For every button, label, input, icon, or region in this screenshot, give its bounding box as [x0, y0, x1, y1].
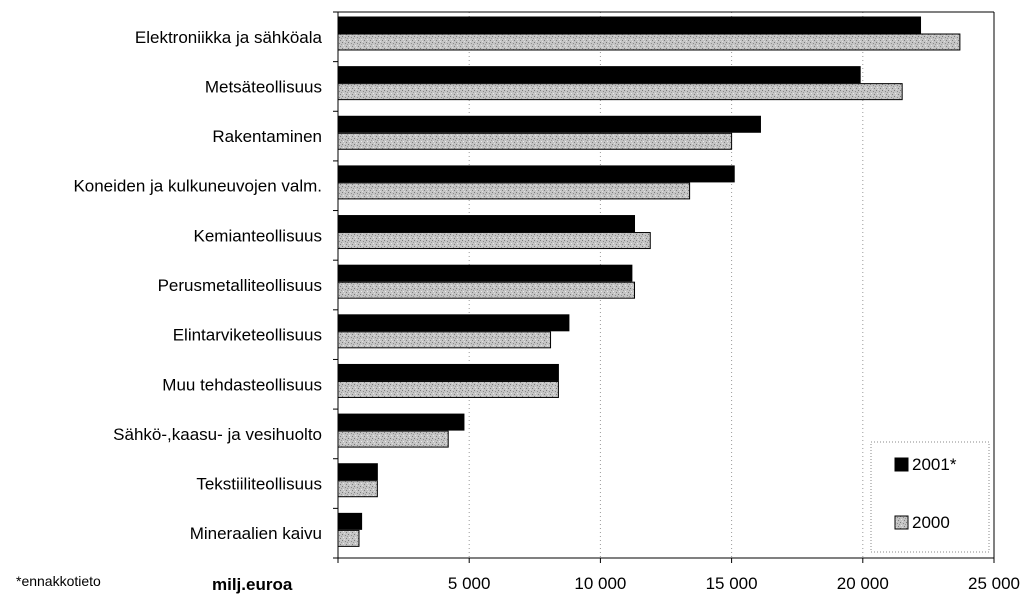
bar-2001-9	[337, 463, 378, 481]
category-label: Tekstiiliteollisuus	[196, 475, 322, 494]
legend-label: 2001*	[912, 455, 957, 474]
bar-2000-10	[337, 529, 360, 547]
category-label: Muu tehdasteollisuus	[162, 375, 322, 394]
legend-swatch-2001	[894, 457, 909, 472]
legend: 2001* 2000	[870, 441, 990, 553]
x-tick-label: 25 000	[968, 574, 1020, 593]
category-label: Perusmetalliteollisuus	[158, 276, 322, 295]
bar-2001-0	[337, 16, 922, 34]
bar-2001-5	[337, 264, 633, 282]
bar-2001-4	[337, 215, 636, 233]
bar-2001-3	[337, 165, 735, 183]
bar-2000-7	[337, 380, 559, 398]
bar-2001-8	[337, 413, 465, 431]
bar-2001-2	[337, 115, 761, 133]
bar-2000-8	[337, 430, 449, 448]
category-label: Sähkö-,kaasu- ja vesihuolto	[113, 425, 322, 444]
x-tick-label: 20 000	[837, 574, 889, 593]
bar-2000-3	[337, 182, 691, 200]
bar-2000-4	[337, 232, 651, 250]
category-label: Metsäteollisuus	[205, 77, 322, 96]
footnote: *ennakkotieto	[16, 573, 101, 589]
bar-2000-6	[337, 331, 552, 349]
category-label: Kemianteollisuus	[193, 226, 322, 245]
bar-2000-2	[337, 132, 733, 150]
bar-2000-5	[337, 281, 636, 299]
category-label: Rakentaminen	[212, 127, 322, 146]
bar-2001-10	[337, 512, 363, 530]
bar-2001-6	[337, 314, 570, 332]
bar-2000-0	[337, 33, 961, 51]
bars	[337, 16, 961, 547]
x-tick-label: 10 000	[574, 574, 626, 593]
x-tick-labels: 5 000 10 000 15 000 20 000 25 000	[448, 574, 1020, 593]
axes	[333, 11, 995, 563]
x-axis-unit-label: milj.euroa	[212, 575, 293, 594]
category-label: Elintarviketeollisuus	[173, 326, 322, 345]
category-label: Elektroniikka ja sähköala	[135, 28, 323, 47]
category-label: Koneiden ja kulkuneuvojen valm.	[73, 177, 322, 196]
x-tick-label: 5 000	[448, 574, 491, 593]
category-labels: Elektroniikka ja sähköala Metsäteollisuus…	[73, 28, 322, 543]
legend-box	[870, 441, 990, 553]
bar-2000-1	[337, 83, 903, 101]
category-label: Mineraalien kaivu	[190, 524, 322, 543]
legend-label: 2000	[912, 513, 950, 532]
x-tick-label: 15 000	[706, 574, 758, 593]
bar-2001-7	[337, 363, 559, 381]
legend-swatch-2000	[894, 515, 909, 530]
bar-2000-9	[337, 480, 378, 498]
bar-2001-1	[337, 66, 861, 84]
